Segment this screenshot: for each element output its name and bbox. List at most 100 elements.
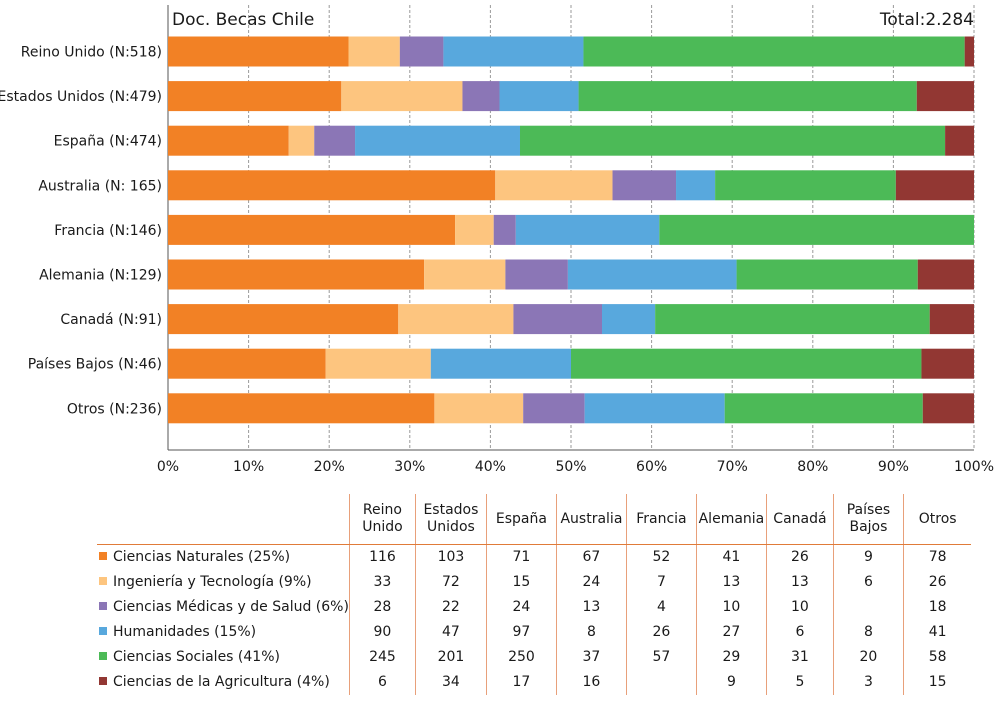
table-cell: 22: [414, 595, 487, 620]
table-cell: 78: [902, 544, 972, 570]
table-cell: 103: [414, 544, 487, 570]
bar-segment: [168, 125, 289, 156]
bar-segment: [430, 348, 571, 379]
legend-entry: Ciencias Naturales (25%): [97, 545, 349, 571]
table-cell: 10: [765, 595, 834, 620]
table-cell: 4: [625, 595, 697, 620]
bar-segment: [513, 304, 602, 335]
category-label: Reino Unido (N:518): [21, 45, 162, 61]
bar-segment: [398, 304, 514, 335]
bar-segment: [921, 348, 974, 379]
table-cell: 116: [348, 544, 416, 570]
bar-segment: [168, 304, 399, 335]
bar-segment: [724, 393, 923, 424]
bar-segment: [168, 36, 349, 67]
bar-segment: [567, 259, 737, 290]
bar-segment: [434, 393, 524, 424]
table-cell: 33: [348, 570, 416, 595]
table-column-header: Alemania: [695, 494, 767, 545]
table-row: Ciencias Naturales (25%) 116 103 71 67 52 41 26…: [97, 544, 972, 571]
table-cell: 31: [765, 645, 834, 670]
x-tick-label: 20%: [314, 459, 345, 475]
table-row: Ciencias Sociales (41%) 245 201 250 37 57 29 31…: [97, 645, 972, 670]
table-cell: 8: [555, 620, 627, 645]
table-cell: 10: [695, 595, 767, 620]
chart-total: Total:2.284: [879, 10, 974, 30]
bar-segment: [348, 36, 400, 67]
bar-segment: [399, 36, 444, 67]
bar-segment: [655, 304, 930, 335]
legend-swatch: [99, 577, 107, 585]
table-cell: 26: [625, 620, 697, 645]
table-cell: 250: [485, 645, 557, 670]
category-label: Canadá (N:91): [60, 312, 162, 328]
bar-segment: [515, 214, 660, 245]
x-tick-label: 80%: [797, 459, 828, 475]
table-cell: 15: [902, 670, 972, 695]
table-cell: 72: [414, 570, 487, 595]
legend-label: Ciencias de la Agricultura (4%): [113, 674, 330, 690]
table-column-header: Estados Unidos: [414, 494, 487, 545]
category-label: Países Bajos (N:46): [28, 357, 162, 373]
table-cell: 71: [485, 544, 557, 570]
table-cell: 13: [765, 570, 834, 595]
table-cell: 67: [555, 544, 627, 570]
table-row: Ingeniería y Tecnología (9%) 33 72 15 24 7 13 1…: [97, 570, 972, 595]
table-header-blank: [97, 494, 350, 545]
bar-segment: [168, 170, 496, 201]
bar-segment: [945, 125, 974, 156]
table-cell: 52: [625, 544, 697, 570]
legend-entry: Humanidades (15%): [97, 620, 349, 645]
category-label: España (N:474): [54, 134, 162, 150]
legend-entry: Ciencias Sociales (41%): [97, 645, 349, 670]
bar-segment: [659, 214, 974, 245]
table-cell: 24: [555, 570, 627, 595]
table-cell: 57: [625, 645, 697, 670]
table-column-header: Francia: [625, 494, 697, 545]
bar-segment: [736, 259, 918, 290]
table-cell: 13: [555, 595, 627, 620]
table-cell: 15: [485, 570, 557, 595]
legend-entry: Ciencias de la Agricultura (4%): [97, 670, 349, 695]
data-table: Reino Unido Estados Unidos España Australia Fr…: [97, 494, 972, 695]
table-cell: 26: [765, 544, 834, 570]
stacked-bar-chart: 0% 10% 20% 30% 40% 50% 60% 70% 80% 90% 100% Reino U…: [0, 5, 994, 475]
bar-segment: [676, 170, 716, 201]
legend-label: Ingeniería y Tecnología (9%): [113, 574, 312, 590]
table-row: Ciencias de la Agricultura (4%) 6 34 17 16 9 5…: [97, 670, 972, 695]
bar-segment: [424, 259, 506, 290]
table-cell: [625, 670, 697, 695]
bar-segment: [612, 170, 677, 201]
table-cell: 9: [695, 670, 767, 695]
legend-label: Ciencias Médicas y de Salud (6%): [113, 599, 349, 615]
table-cell: 3: [832, 670, 904, 695]
table-cell: 41: [695, 544, 767, 570]
bar-segment: [499, 81, 579, 112]
bar-segment: [462, 81, 500, 112]
bar-segment: [571, 348, 922, 379]
bar-segment: [523, 393, 585, 424]
bar-segment: [168, 348, 326, 379]
table-cell: 17: [485, 670, 557, 695]
legend-swatch: [99, 552, 107, 560]
bar-segment: [895, 170, 974, 201]
bar-segment: [922, 393, 974, 424]
bar-segment: [355, 125, 520, 156]
table-cell: 9: [832, 544, 904, 570]
category-label: Australia (N: 165): [38, 178, 162, 194]
bar-segment: [325, 348, 431, 379]
bar-segment: [584, 393, 725, 424]
bar-segment: [602, 304, 656, 335]
table-cell: 18: [902, 595, 972, 620]
table-cell: 20: [832, 645, 904, 670]
legend-swatch: [99, 652, 107, 660]
bar-segment: [583, 36, 965, 67]
table-cell: 245: [348, 645, 416, 670]
x-tick-label: 50%: [555, 459, 586, 475]
bar-segment: [578, 81, 917, 112]
bar-segment: [964, 36, 974, 67]
table-cell: 8: [832, 620, 904, 645]
x-tick-label: 90%: [878, 459, 909, 475]
table-cell: 29: [695, 645, 767, 670]
table-cell: 41: [902, 620, 972, 645]
